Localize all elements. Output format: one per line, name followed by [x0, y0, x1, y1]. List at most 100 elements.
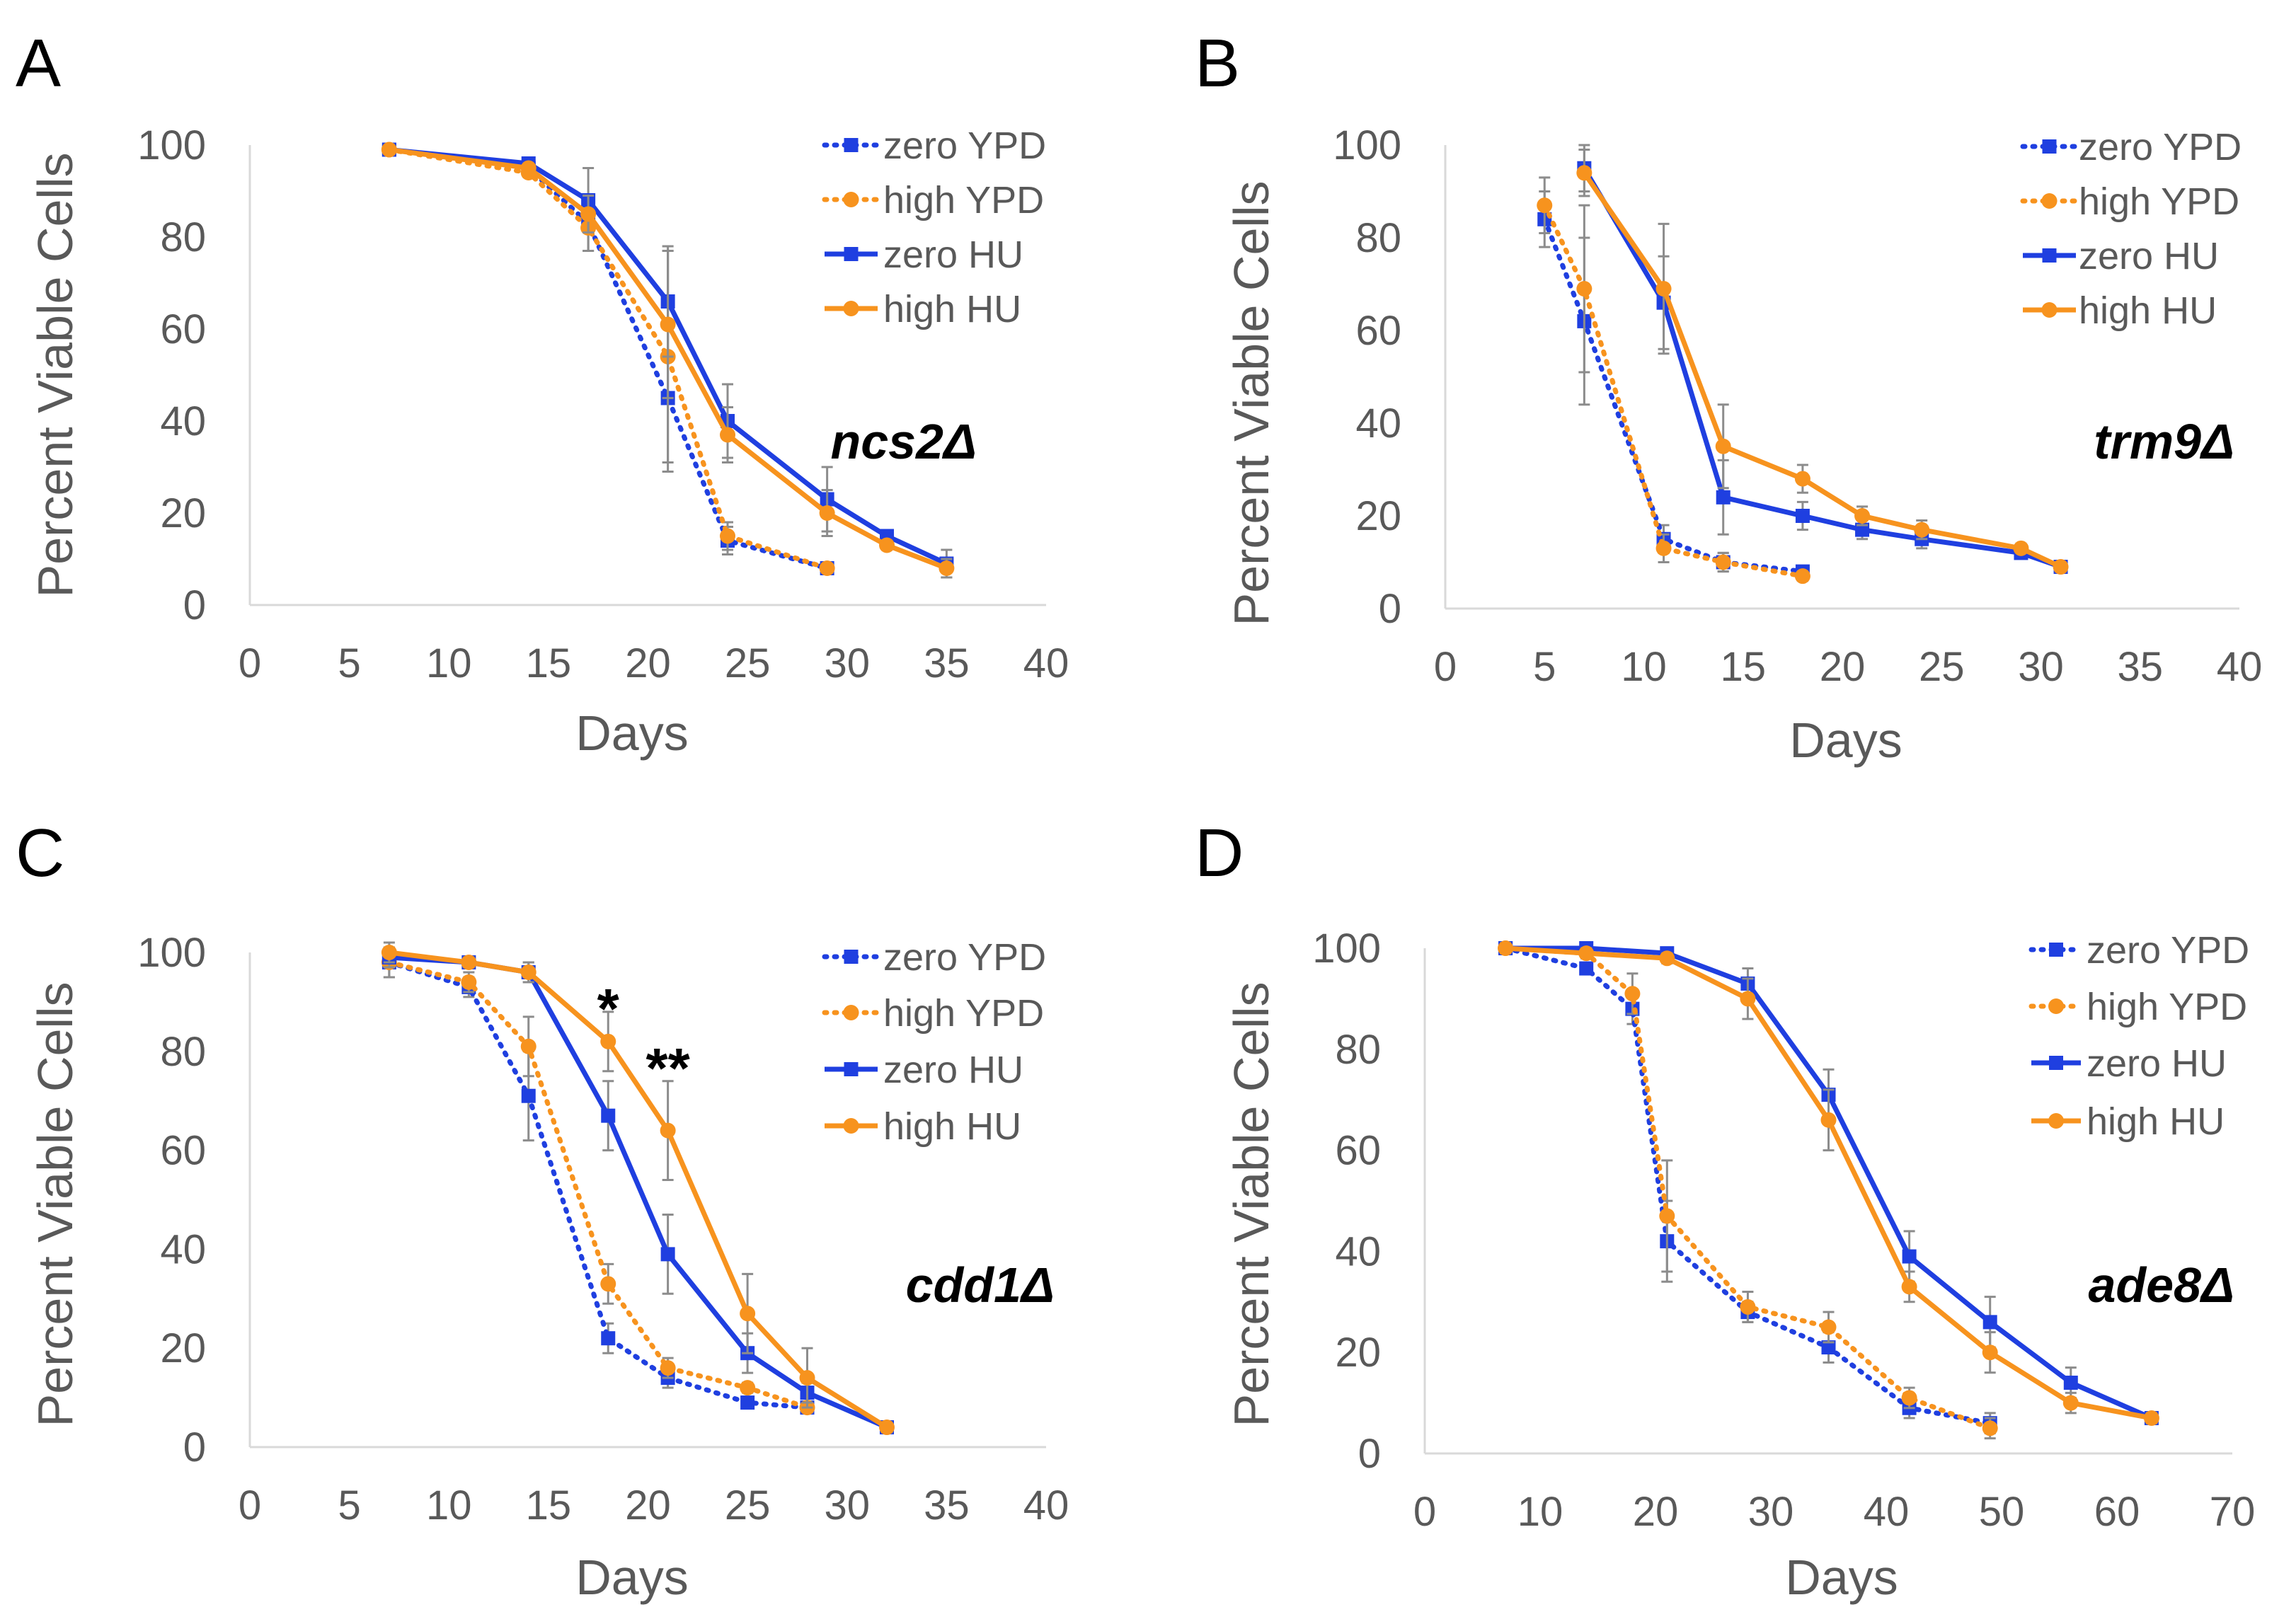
legend-item: zero HU — [2023, 235, 2219, 277]
data-point-square — [1902, 1249, 1917, 1264]
data-point-circle — [1715, 554, 1731, 570]
data-point-square — [1716, 490, 1731, 505]
data-point-circle — [600, 1276, 616, 1292]
data-point-circle — [2013, 540, 2029, 556]
y-tick-label: 80 — [1335, 1027, 1381, 1073]
legend-item: zero YPD — [2028, 929, 2249, 972]
legend-label: zero HU — [883, 234, 1023, 276]
significance-marker: ** — [645, 1037, 690, 1100]
data-point-circle — [819, 560, 835, 576]
legend-label: zero HU — [2079, 235, 2219, 277]
y-tick-label: 40 — [160, 1226, 206, 1272]
legend-marker-square — [2049, 943, 2063, 957]
x-tick-label: 30 — [824, 640, 870, 686]
series-line — [1582, 167, 2062, 570]
data-point-circle — [1901, 1390, 1917, 1406]
x-tick-label: 70 — [2210, 1489, 2256, 1535]
legend-item: high YPD — [2020, 180, 2239, 223]
data-point-circle — [939, 560, 955, 576]
y-tick-label: 80 — [1355, 215, 1401, 261]
legend-label: high HU — [2087, 1100, 2225, 1143]
y-tick-label: 0 — [183, 1424, 206, 1470]
x-tick-label: 0 — [239, 1482, 261, 1528]
series-line — [1503, 945, 1993, 1431]
data-point-circle — [1982, 1420, 1998, 1436]
series-high-hu — [381, 142, 955, 579]
data-point-circle — [740, 1380, 756, 1396]
legend-marker-square — [2049, 1056, 2063, 1070]
series-line — [389, 147, 948, 566]
data-point-circle — [520, 964, 536, 980]
y-axis-title: Percent Viable Cells — [1224, 180, 1279, 626]
data-point-circle — [720, 528, 735, 544]
x-tick-label: 20 — [625, 640, 671, 686]
y-axis-title: Percent Viable Cells — [1224, 981, 1279, 1427]
x-tick-label: 5 — [1533, 644, 1556, 690]
legend-item: high YPD — [2028, 986, 2247, 1028]
strain-label: trm9Δ — [2094, 414, 2234, 469]
data-point-circle — [1715, 438, 1731, 454]
x-tick-label: 20 — [1820, 644, 1866, 690]
x-tick-label: 25 — [1919, 644, 1965, 690]
data-point-circle — [1740, 991, 1756, 1007]
x-axis-title: Days — [575, 706, 688, 761]
legend-label: high YPD — [883, 992, 1044, 1035]
series-high-ypd — [381, 142, 835, 576]
legend-item: zero HU — [2031, 1042, 2227, 1085]
x-tick-label: 10 — [426, 640, 472, 686]
x-axis-title: Days — [1785, 1550, 1898, 1605]
data-point-circle — [1820, 1112, 1837, 1128]
legend-marker-square — [2042, 139, 2057, 154]
x-tick-label: 10 — [1517, 1489, 1563, 1535]
data-point-circle — [381, 142, 397, 158]
series-line — [386, 147, 830, 571]
series-high-hu — [1498, 940, 2159, 1427]
data-point-circle — [381, 945, 397, 960]
y-tick-label: 0 — [1358, 1431, 1381, 1477]
x-tick-label: 30 — [2018, 644, 2064, 690]
strain-label: ncs2Δ — [830, 414, 977, 469]
panel-letter: C — [16, 815, 64, 891]
data-point-circle — [879, 1419, 895, 1436]
legend-marker-square — [844, 950, 859, 964]
x-tick-label: 50 — [1979, 1489, 2025, 1535]
data-point-square — [1821, 1340, 1836, 1355]
x-tick-label: 10 — [1621, 644, 1667, 690]
x-tick-label: 35 — [924, 1482, 970, 1528]
legend-marker-square — [844, 247, 859, 261]
legend-marker-circle — [2048, 1113, 2064, 1129]
data-point-circle — [1655, 540, 1672, 556]
data-point-square — [601, 1108, 616, 1123]
y-tick-label: 40 — [1355, 401, 1401, 447]
data-point-square — [2063, 1376, 2078, 1390]
legend-marker-square — [2042, 248, 2057, 263]
x-tick-label: 40 — [1023, 640, 1069, 686]
data-point-circle — [879, 537, 895, 553]
legend-label: zero YPD — [883, 125, 1046, 167]
legend-item: high HU — [825, 288, 1021, 330]
y-tick-label: 100 — [137, 930, 206, 976]
x-tick-label: 0 — [239, 640, 261, 686]
x-tick-label: 5 — [338, 1482, 360, 1528]
y-tick-label: 60 — [160, 1128, 206, 1174]
data-point-circle — [1655, 281, 1672, 297]
legend-item: zero YPD — [822, 936, 1046, 979]
legend-item: zero HU — [825, 1049, 1023, 1091]
y-tick-label: 60 — [1335, 1128, 1381, 1174]
strain-label: cdd1Δ — [906, 1257, 1055, 1313]
data-point-square — [521, 1088, 536, 1103]
legend-item: high YPD — [822, 992, 1044, 1035]
data-point-circle — [740, 1306, 756, 1322]
x-tick-label: 40 — [2217, 644, 2263, 690]
data-point-circle — [2062, 1395, 2079, 1411]
series-zero-hu — [381, 946, 894, 1435]
legend-marker-circle — [2041, 193, 2058, 209]
data-point-circle — [660, 316, 676, 333]
x-tick-label: 20 — [625, 1482, 671, 1528]
y-tick-label: 60 — [1355, 308, 1401, 354]
x-tick-label: 0 — [1434, 644, 1457, 690]
data-point-circle — [1740, 1298, 1756, 1315]
series-line — [1582, 171, 2062, 570]
data-point-circle — [461, 974, 477, 990]
data-point-circle — [1982, 1344, 1998, 1361]
